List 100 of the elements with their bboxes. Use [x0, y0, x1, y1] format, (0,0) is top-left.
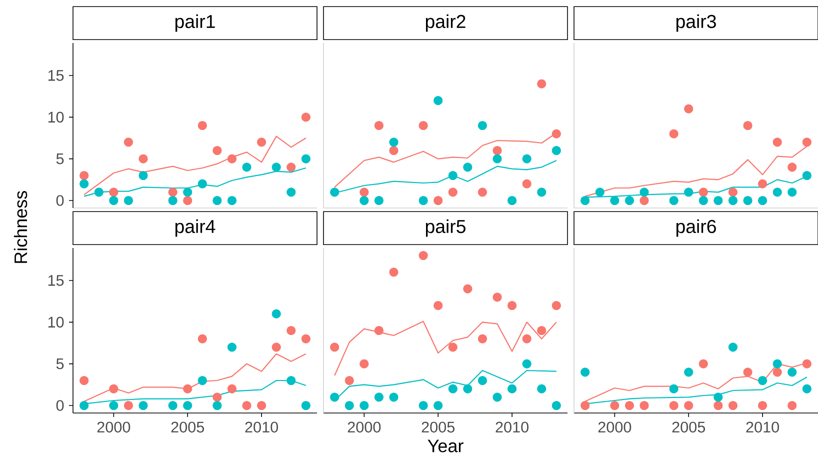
point [360, 400, 369, 410]
point [714, 196, 723, 206]
point [227, 154, 237, 164]
point [212, 196, 222, 206]
point [301, 400, 310, 410]
point [360, 188, 369, 197]
point [478, 334, 488, 344]
point [301, 154, 310, 164]
point [418, 120, 428, 130]
point [537, 326, 546, 336]
point [124, 196, 134, 206]
point [227, 384, 237, 394]
point [684, 368, 694, 377]
point [669, 196, 678, 206]
point [227, 342, 237, 352]
chart-title: pair5 [426, 219, 466, 237]
y-axis-title: Richness [14, 191, 28, 263]
y-tick-label: 10 [48, 112, 64, 123]
x-tick-label: 2005 [171, 422, 204, 433]
point [168, 188, 178, 197]
point [138, 170, 148, 180]
point [478, 376, 488, 386]
point [80, 400, 89, 410]
point [168, 400, 178, 410]
chart-title: pair1 [175, 14, 215, 32]
point [198, 376, 207, 386]
point [448, 384, 458, 394]
point [522, 154, 532, 164]
point [624, 400, 634, 410]
point [389, 392, 398, 402]
point [242, 400, 252, 410]
point [301, 334, 310, 344]
point [109, 384, 118, 394]
point [728, 342, 738, 352]
point [434, 400, 443, 410]
point [580, 196, 590, 206]
point [492, 154, 502, 164]
point [728, 400, 738, 410]
point [552, 146, 561, 156]
point [418, 196, 428, 206]
point [580, 368, 590, 377]
point [758, 179, 768, 188]
point [640, 188, 649, 197]
point [360, 196, 369, 206]
point [640, 196, 649, 206]
point [714, 400, 723, 410]
point [212, 392, 222, 402]
point [507, 196, 517, 206]
chart-title: pair4 [175, 219, 216, 237]
point [183, 400, 192, 410]
point [728, 196, 738, 206]
point [272, 309, 281, 318]
point [537, 79, 546, 88]
point [537, 188, 546, 197]
x-tick-label: 2005 [422, 422, 455, 433]
y-tick-label: 0 [56, 195, 64, 206]
point [138, 400, 148, 410]
point [389, 138, 398, 147]
x-tick-label: 2005 [672, 422, 706, 433]
point [758, 400, 768, 410]
point [788, 162, 797, 172]
point [124, 138, 134, 147]
point [389, 146, 398, 156]
point [714, 392, 723, 402]
point [448, 188, 458, 197]
point [256, 138, 266, 147]
x-tick-label: 2010 [245, 422, 278, 433]
point [624, 196, 634, 206]
point [448, 170, 458, 180]
line-series [84, 136, 306, 196]
point [330, 392, 340, 402]
point [168, 196, 178, 206]
point [772, 138, 782, 147]
point [330, 188, 340, 197]
point [286, 376, 296, 386]
point [669, 400, 678, 410]
y-tick-label: 5 [56, 153, 64, 164]
point [374, 326, 384, 336]
point [286, 326, 296, 336]
point [743, 120, 752, 130]
point [109, 400, 118, 410]
point [610, 196, 620, 206]
chart-title: pair3 [676, 14, 716, 32]
point [138, 154, 148, 164]
point [772, 188, 782, 197]
point [344, 376, 354, 386]
point [360, 359, 369, 368]
chart-title: pair6 [676, 219, 716, 237]
point [788, 400, 797, 410]
point [183, 188, 192, 197]
point [772, 359, 782, 368]
point [124, 400, 134, 410]
point [301, 112, 310, 122]
point [272, 162, 281, 172]
point [610, 400, 620, 410]
x-tick-label: 2000 [348, 422, 381, 433]
point [374, 196, 384, 206]
point [507, 384, 517, 394]
point [492, 292, 502, 302]
point [743, 368, 752, 377]
